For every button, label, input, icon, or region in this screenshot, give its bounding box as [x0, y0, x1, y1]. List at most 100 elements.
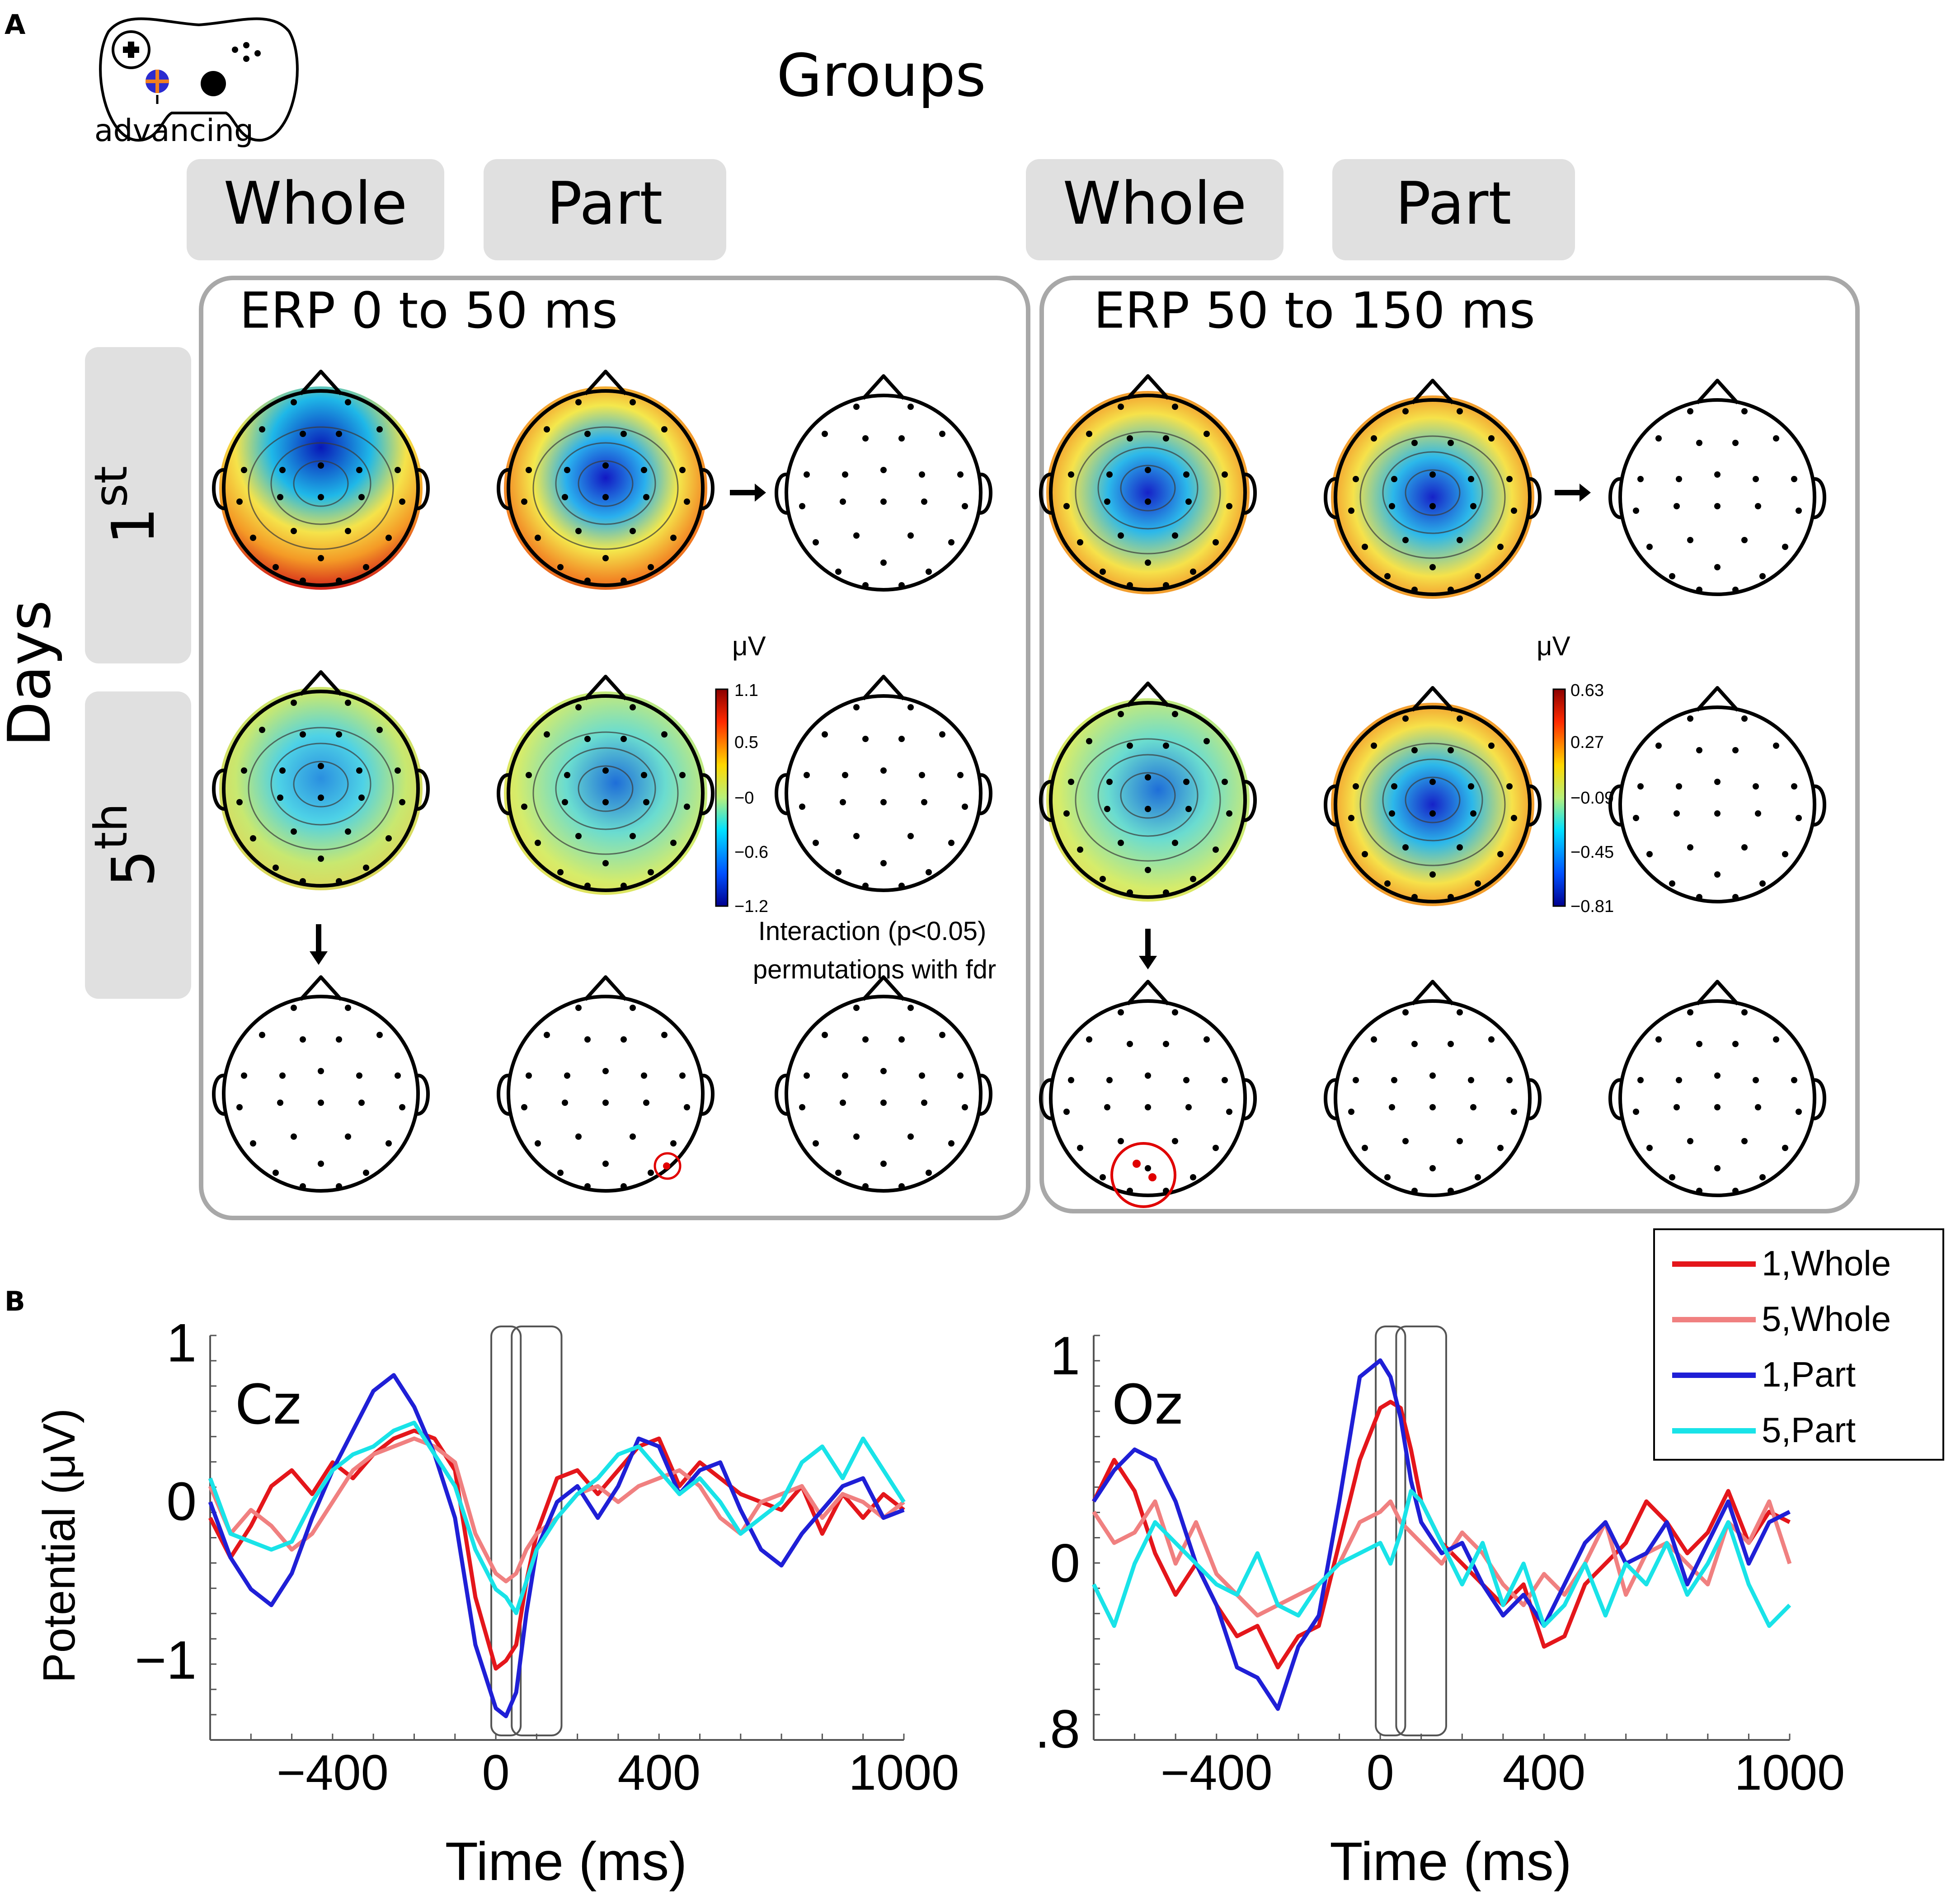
svg-text:−1.2: −1.2: [734, 897, 768, 916]
y-tick-label: 1: [1050, 1326, 1080, 1386]
svg-text:−0.81: −0.81: [1570, 897, 1614, 916]
x-tick-label: −400: [277, 1745, 389, 1801]
oz-chart: −400 0 400 1000 1 0 .8 Oz Time (ms): [1035, 1326, 1845, 1892]
arrow-right-icon: [1555, 484, 1591, 502]
group-tab-whole-2: Whole: [1026, 159, 1283, 260]
y-tick-label: 1: [166, 1313, 197, 1373]
legend-item-1-part: 1,Part: [1672, 1354, 1856, 1394]
y-tick-label: 0: [166, 1471, 197, 1532]
svg-text:−0.09: −0.09: [1570, 789, 1614, 808]
topomap-interaction-day1-50-150: [1610, 381, 1824, 594]
topomap-day5-part-0-50: [498, 677, 713, 895]
topomap-day5-whole-0-50: [214, 672, 428, 890]
svg-text:μV: μV: [1537, 631, 1570, 661]
svg-text:Whole: Whole: [1063, 169, 1247, 238]
x-axis-label: Time (ms): [1330, 1831, 1571, 1892]
colorbar-0-50: μV 1.1 0.5 −0 −0.6 −1.2: [715, 631, 768, 916]
game-controller-icon: [99, 17, 299, 142]
topomap-interaction-part-0-50: [498, 977, 713, 1191]
panel-label-b: B: [5, 1286, 25, 1317]
topomap-day5-whole-50-150: [1041, 683, 1255, 902]
svg-text:0.63: 0.63: [1570, 681, 1604, 700]
svg-text:μV: μV: [732, 631, 766, 661]
series-line-5-whole: [1092, 1499, 1792, 1618]
group-tab-whole-1: Whole: [187, 159, 444, 260]
topomap-interaction-day5-50-150: [1610, 688, 1824, 902]
svg-text:Part: Part: [547, 169, 663, 238]
svg-text:1,Whole: 1,Whole: [1762, 1243, 1891, 1283]
game-icon-caption: advancing: [94, 113, 254, 149]
erp-window-title-2: ERP 50 to 150 ms: [1094, 282, 1535, 339]
svg-text:−0: −0: [734, 789, 754, 808]
topomap-day5-part-50-150: [1326, 688, 1540, 906]
interaction-note-line2: permutations with fdr: [753, 955, 996, 984]
highlight-window-2: [511, 1326, 563, 1736]
x-tick-label: 1000: [1735, 1745, 1845, 1801]
erp-box-0-50: [199, 276, 1030, 1220]
series-line-5-part: [1091, 1489, 1791, 1628]
colorbar-50-150: μV 0.63 0.27 −0.09 −0.45 −0.81: [1537, 631, 1614, 916]
svg-text:Whole: Whole: [224, 169, 408, 238]
x-tick-label: 0: [482, 1745, 509, 1801]
x-tick-label: −400: [1161, 1745, 1273, 1801]
svg-text:0.27: 0.27: [1570, 733, 1604, 752]
arrow-right-icon: [730, 484, 766, 502]
svg-text:1,Part: 1,Part: [1762, 1354, 1856, 1394]
topomap-interaction-day5-0-50: [776, 677, 991, 890]
x-tick-label: 400: [1503, 1745, 1586, 1801]
interaction-note-line1: Interaction (p<0.05): [758, 917, 987, 946]
series-line-1-part: [1092, 1358, 1791, 1711]
series-line-1-part: [208, 1373, 905, 1718]
x-axis-label: Time (ms): [445, 1831, 687, 1892]
topomap-interaction-group-0-50: [776, 977, 991, 1191]
day-tab-5th: 5th: [85, 691, 191, 999]
legend-item-1-whole: 1,Whole: [1672, 1243, 1891, 1283]
svg-text:0.5: 0.5: [734, 733, 758, 752]
highlight-window-1: [1375, 1326, 1406, 1736]
topomap-day1-whole-0-50: [214, 371, 428, 590]
erp-box-50-150: [1039, 276, 1860, 1213]
legend-item-5-whole: 5,Whole: [1672, 1299, 1891, 1339]
svg-text:Part: Part: [1396, 169, 1512, 238]
x-tick-label: 1000: [849, 1745, 959, 1801]
legend: 1,Whole 5,Whole 1,Part 5,Part: [1653, 1228, 1944, 1461]
topomap-interaction-group-50-150: [1610, 982, 1824, 1195]
svg-text:−0.45: −0.45: [1570, 843, 1614, 862]
group-tab-part-2: Part: [1332, 159, 1575, 260]
topomap-interaction-day1-0-50: [776, 376, 991, 590]
arrow-down-icon: [310, 924, 328, 965]
highlight-window-1: [490, 1326, 522, 1736]
y-axis-label: Potential (μV): [34, 1408, 85, 1683]
groups-header: Groups: [776, 41, 986, 110]
topomap-day1-whole-50-150: [1041, 376, 1255, 594]
x-tick-label: 400: [617, 1745, 700, 1801]
group-tab-part-1: Part: [484, 159, 726, 260]
erp-window-title-1: ERP 0 to 50 ms: [240, 282, 618, 339]
arrow-down-icon: [1139, 929, 1157, 969]
svg-text:5th: 5th: [85, 803, 168, 887]
cz-chart: −400 0 400 1000 1 0 −1 Cz Time (ms): [135, 1313, 959, 1892]
series-line-5-part: [208, 1420, 906, 1615]
legend-item-5-part: 5,Part: [1672, 1410, 1856, 1450]
svg-text:−0.6: −0.6: [734, 843, 768, 862]
y-tick-label: .8: [1035, 1699, 1080, 1759]
panel-label-a: A: [5, 9, 26, 41]
svg-text:5,Whole: 5,Whole: [1762, 1299, 1891, 1339]
svg-text:1st: 1st: [85, 466, 168, 545]
svg-text:1.1: 1.1: [734, 681, 758, 700]
x-tick-label: 0: [1367, 1745, 1394, 1801]
series-line-5-whole: [208, 1436, 905, 1584]
chart-title: Oz: [1112, 1374, 1183, 1437]
topomap-interaction-whole-50-150: [1041, 982, 1255, 1208]
topomap-day1-part-0-50: [498, 371, 713, 590]
day-tab-1st: 1st: [85, 347, 191, 663]
highlight-window-2: [1395, 1326, 1448, 1736]
topomap-day1-part-50-150: [1326, 381, 1540, 599]
topomap-interaction-whole-0-50: [214, 977, 428, 1191]
days-header: Days: [0, 600, 64, 747]
topomap-interaction-part-50-150: [1326, 982, 1540, 1195]
svg-text:5,Part: 5,Part: [1762, 1410, 1856, 1450]
y-tick-label: 0: [1050, 1533, 1080, 1594]
y-tick-label: −1: [135, 1630, 197, 1691]
